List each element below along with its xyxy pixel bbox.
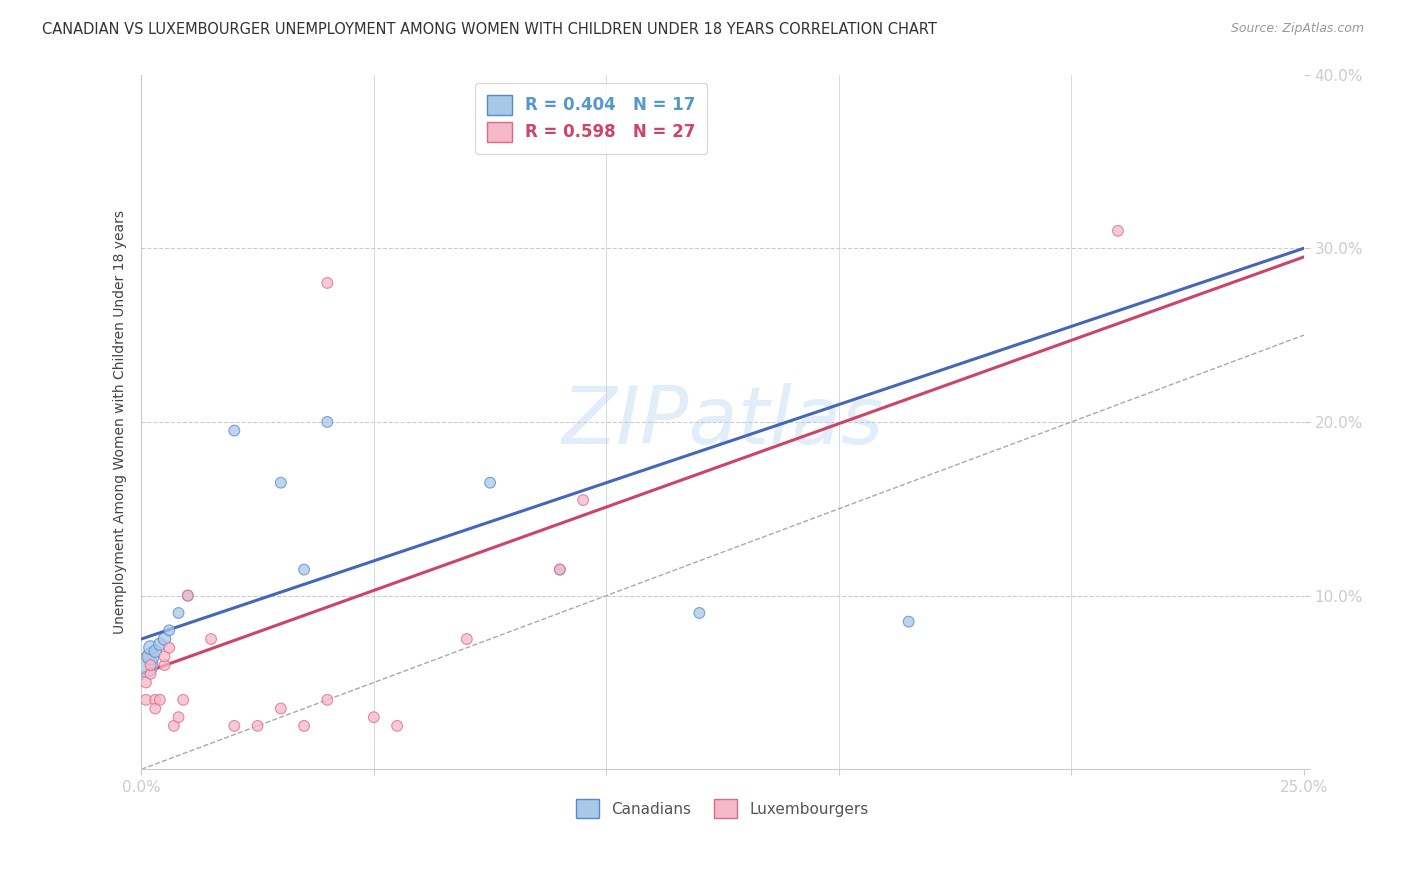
Point <box>479 475 502 490</box>
Point <box>385 719 408 733</box>
Point <box>572 493 595 508</box>
Point <box>139 666 162 681</box>
Y-axis label: Unemployment Among Women with Children Under 18 years: Unemployment Among Women with Children U… <box>114 210 128 634</box>
Text: Source: ZipAtlas.com: Source: ZipAtlas.com <box>1230 22 1364 36</box>
Point <box>688 606 710 620</box>
Point <box>139 649 162 664</box>
Point <box>316 276 339 290</box>
Point <box>157 624 180 638</box>
Point <box>316 693 339 707</box>
Point <box>224 719 246 733</box>
Point <box>139 640 162 655</box>
Point <box>177 589 200 603</box>
Point <box>224 424 246 438</box>
Point <box>135 658 157 673</box>
Point <box>143 701 166 715</box>
Legend: Canadians, Luxembourgers: Canadians, Luxembourgers <box>571 793 875 824</box>
Point <box>363 710 385 724</box>
Text: CANADIAN VS LUXEMBOURGER UNEMPLOYMENT AMONG WOMEN WITH CHILDREN UNDER 18 YEARS C: CANADIAN VS LUXEMBOURGER UNEMPLOYMENT AM… <box>42 22 936 37</box>
Point <box>153 632 176 646</box>
Point <box>167 710 190 724</box>
Point <box>153 658 176 673</box>
Point <box>135 693 157 707</box>
Point <box>270 475 292 490</box>
Point <box>246 719 269 733</box>
Point <box>167 606 190 620</box>
Point <box>548 563 571 577</box>
Point <box>139 658 162 673</box>
Point <box>135 675 157 690</box>
Point <box>292 719 315 733</box>
Point <box>163 719 186 733</box>
Point <box>200 632 222 646</box>
Point <box>316 415 339 429</box>
Point <box>1107 224 1129 238</box>
Point <box>456 632 478 646</box>
Text: ZIPatlas: ZIPatlas <box>561 383 884 461</box>
Point <box>548 563 571 577</box>
Point <box>157 640 180 655</box>
Point <box>177 589 200 603</box>
Point <box>897 615 920 629</box>
Point <box>149 693 172 707</box>
Point <box>143 644 166 658</box>
Point <box>153 649 176 664</box>
Point <box>172 693 194 707</box>
Point <box>292 563 315 577</box>
Point <box>149 637 172 651</box>
Point <box>143 693 166 707</box>
Point <box>270 701 292 715</box>
